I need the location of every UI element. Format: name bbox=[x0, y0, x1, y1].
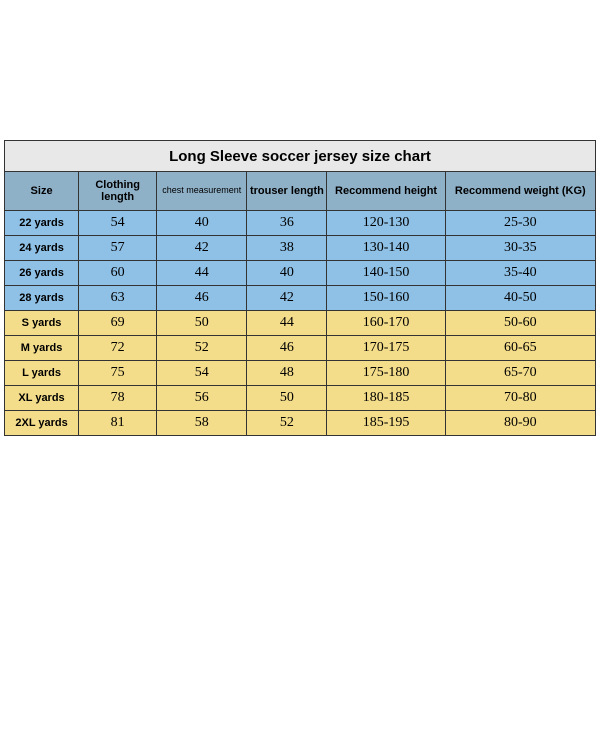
cell-value: 30-35 bbox=[445, 236, 595, 261]
cell-size: 2XL yards bbox=[5, 411, 79, 436]
cell-value: 70-80 bbox=[445, 386, 595, 411]
cell-value: 150-160 bbox=[327, 286, 445, 311]
header-row: Size Clothing length chest measurement t… bbox=[5, 172, 596, 211]
col-header-trouser: trouser length bbox=[247, 172, 327, 211]
cell-value: 60 bbox=[79, 261, 157, 286]
cell-value: 140-150 bbox=[327, 261, 445, 286]
cell-value: 56 bbox=[157, 386, 247, 411]
cell-size: S yards bbox=[5, 311, 79, 336]
cell-value: 75 bbox=[79, 361, 157, 386]
table-row: 24 yards574238130-14030-35 bbox=[5, 236, 596, 261]
cell-value: 40-50 bbox=[445, 286, 595, 311]
cell-value: 44 bbox=[157, 261, 247, 286]
cell-value: 50-60 bbox=[445, 311, 595, 336]
cell-value: 170-175 bbox=[327, 336, 445, 361]
cell-value: 175-180 bbox=[327, 361, 445, 386]
cell-size: 26 yards bbox=[5, 261, 79, 286]
cell-size: XL yards bbox=[5, 386, 79, 411]
col-header-chest: chest measurement bbox=[157, 172, 247, 211]
cell-value: 58 bbox=[157, 411, 247, 436]
cell-value: 50 bbox=[247, 386, 327, 411]
cell-value: 63 bbox=[79, 286, 157, 311]
cell-value: 36 bbox=[247, 211, 327, 236]
cell-value: 180-185 bbox=[327, 386, 445, 411]
col-header-weight: Recommend weight (KG) bbox=[445, 172, 595, 211]
cell-value: 120-130 bbox=[327, 211, 445, 236]
cell-value: 60-65 bbox=[445, 336, 595, 361]
table-row: M yards725246170-17560-65 bbox=[5, 336, 596, 361]
table-row: 26 yards604440140-15035-40 bbox=[5, 261, 596, 286]
cell-size: 24 yards bbox=[5, 236, 79, 261]
table-row: 28 yards634642150-16040-50 bbox=[5, 286, 596, 311]
cell-value: 54 bbox=[157, 361, 247, 386]
cell-value: 42 bbox=[247, 286, 327, 311]
cell-value: 69 bbox=[79, 311, 157, 336]
cell-value: 130-140 bbox=[327, 236, 445, 261]
cell-value: 25-30 bbox=[445, 211, 595, 236]
cell-value: 46 bbox=[247, 336, 327, 361]
cell-value: 48 bbox=[247, 361, 327, 386]
cell-value: 52 bbox=[247, 411, 327, 436]
cell-value: 57 bbox=[79, 236, 157, 261]
cell-value: 78 bbox=[79, 386, 157, 411]
cell-value: 185-195 bbox=[327, 411, 445, 436]
cell-value: 52 bbox=[157, 336, 247, 361]
cell-value: 35-40 bbox=[445, 261, 595, 286]
table-row: XL yards785650180-18570-80 bbox=[5, 386, 596, 411]
table-body: Long Sleeve soccer jersey size chart Siz… bbox=[5, 141, 596, 436]
size-chart-table: Long Sleeve soccer jersey size chart Siz… bbox=[4, 140, 596, 436]
cell-value: 46 bbox=[157, 286, 247, 311]
table-row: S yards695044160-17050-60 bbox=[5, 311, 596, 336]
cell-value: 54 bbox=[79, 211, 157, 236]
cell-value: 40 bbox=[247, 261, 327, 286]
cell-size: M yards bbox=[5, 336, 79, 361]
cell-value: 72 bbox=[79, 336, 157, 361]
cell-size: 22 yards bbox=[5, 211, 79, 236]
cell-value: 38 bbox=[247, 236, 327, 261]
cell-value: 42 bbox=[157, 236, 247, 261]
cell-size: L yards bbox=[5, 361, 79, 386]
cell-value: 81 bbox=[79, 411, 157, 436]
cell-value: 50 bbox=[157, 311, 247, 336]
table-row: 2XL yards815852185-19580-90 bbox=[5, 411, 596, 436]
table-title: Long Sleeve soccer jersey size chart bbox=[5, 141, 596, 172]
cell-value: 44 bbox=[247, 311, 327, 336]
cell-value: 65-70 bbox=[445, 361, 595, 386]
cell-value: 160-170 bbox=[327, 311, 445, 336]
cell-value: 40 bbox=[157, 211, 247, 236]
col-header-clothing: Clothing length bbox=[79, 172, 157, 211]
table-row: L yards755448175-18065-70 bbox=[5, 361, 596, 386]
table-row: 22 yards544036120-13025-30 bbox=[5, 211, 596, 236]
cell-size: 28 yards bbox=[5, 286, 79, 311]
col-header-height: Recommend height bbox=[327, 172, 445, 211]
col-header-size: Size bbox=[5, 172, 79, 211]
cell-value: 80-90 bbox=[445, 411, 595, 436]
title-row: Long Sleeve soccer jersey size chart bbox=[5, 141, 596, 172]
